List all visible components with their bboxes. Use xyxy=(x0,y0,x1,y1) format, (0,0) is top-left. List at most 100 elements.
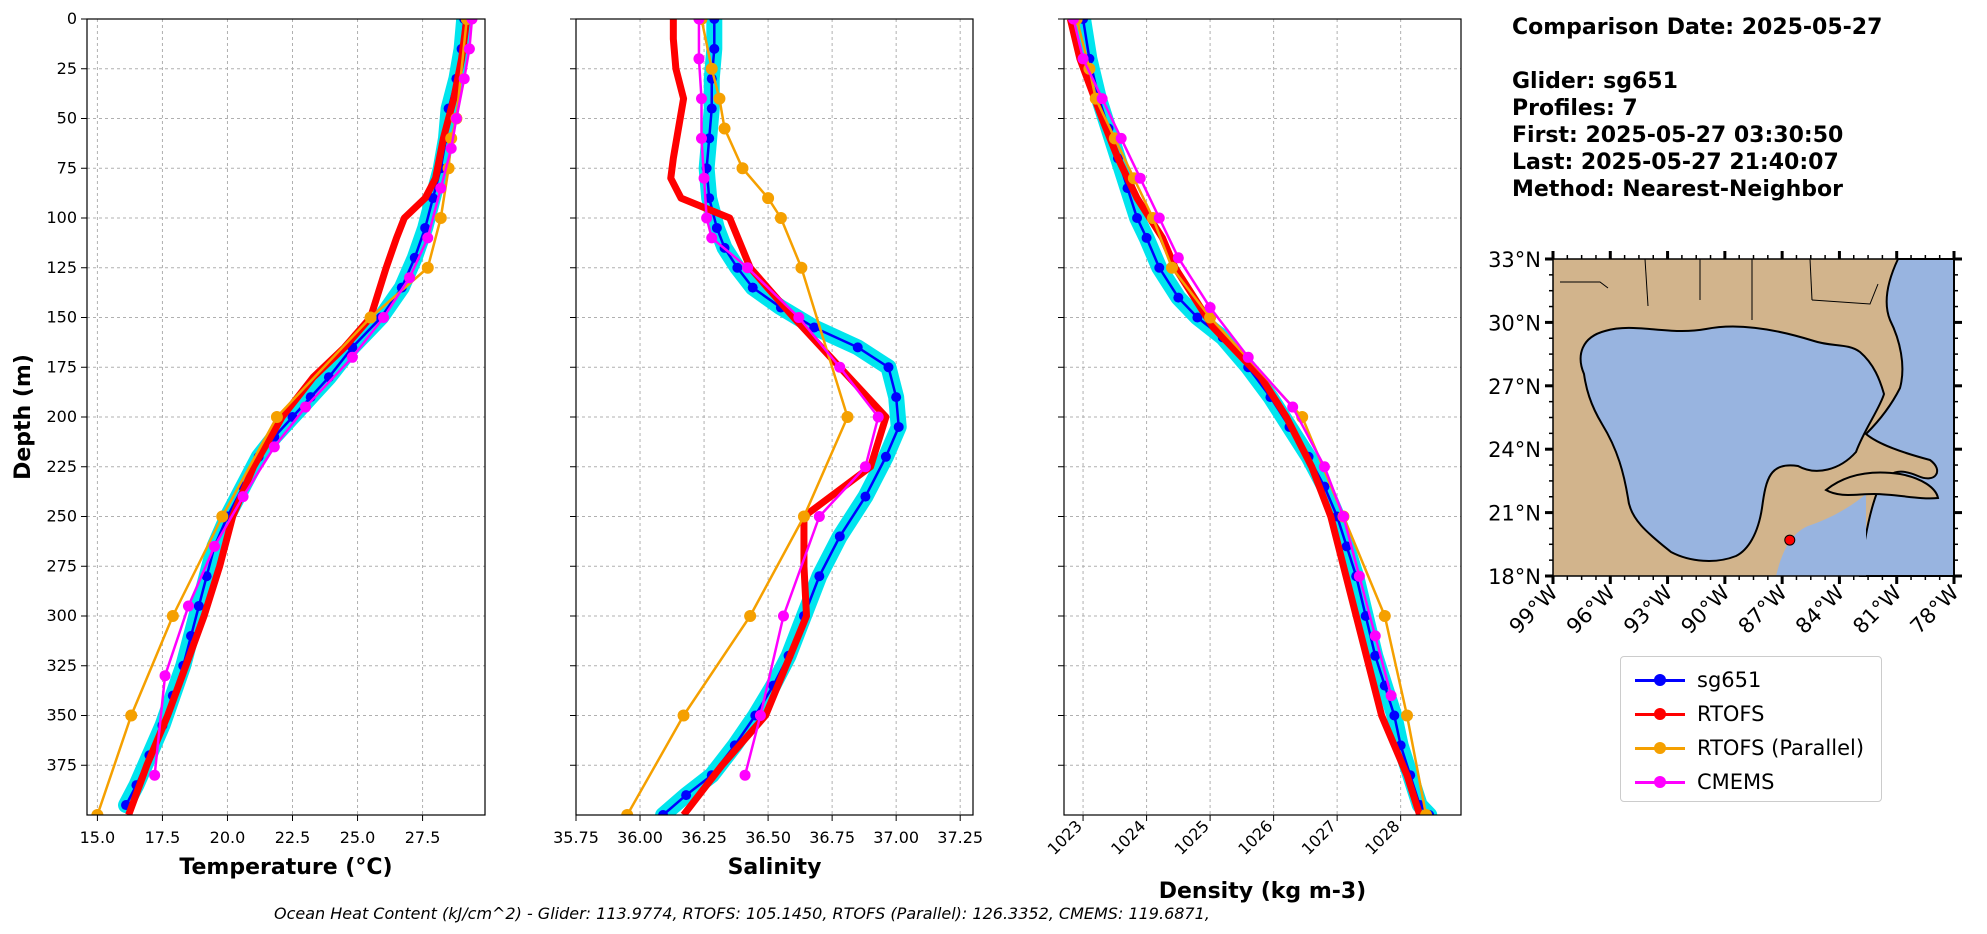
ocean-heat-content-footer: Ocean Heat Content (kJ/cm^2) - Glider: 1… xyxy=(274,904,1210,923)
data-point-rtofs-parallel xyxy=(774,212,787,224)
data-point-rtofs-parallel xyxy=(795,261,808,274)
state-border xyxy=(1560,281,1609,289)
lat-tick-label: 18°N xyxy=(1488,565,1541,589)
lon-tick-label: 93°W xyxy=(1619,580,1677,638)
data-point-rtofs-parallel xyxy=(1204,311,1217,324)
data-point-sg651 xyxy=(658,810,669,815)
data-point-cmems xyxy=(1287,401,1299,413)
x-tick-label: 1027 xyxy=(1298,816,1340,858)
data-point-cmems xyxy=(742,262,754,274)
y-axis-label: Depth (m) xyxy=(11,354,36,480)
data-point-sg651 xyxy=(747,282,758,293)
y-tick-label: 75 xyxy=(57,158,77,177)
legend-label: sg651 xyxy=(1697,668,1762,692)
data-point-sg651 xyxy=(1192,312,1203,323)
y-tick-label: 275 xyxy=(46,556,77,575)
info-profiles: Profiles: 7 xyxy=(1512,96,1638,121)
x-tick-label: 1024 xyxy=(1107,816,1149,858)
y-tick-label: 125 xyxy=(46,258,77,277)
caribbean-water xyxy=(1776,494,1866,576)
data-point-sg651 xyxy=(891,392,902,403)
data-point-cmems xyxy=(813,511,825,522)
data-point-rtofs-parallel xyxy=(762,192,775,205)
data-point-rtofs-parallel xyxy=(125,709,138,722)
x-tick-label: 36.75 xyxy=(809,828,855,847)
data-point-cmems xyxy=(696,93,708,105)
data-point-cmems xyxy=(793,312,805,323)
lon-tick-label: 96°W xyxy=(1562,580,1620,638)
series-line-cmems xyxy=(697,19,880,776)
data-point-cmems xyxy=(1115,132,1127,144)
data-point-sg651 xyxy=(893,421,904,432)
data-point-cmems xyxy=(268,441,280,453)
data-point-cmems xyxy=(1077,53,1089,65)
legend-label: CMEMS xyxy=(1697,770,1775,794)
data-point-cmems xyxy=(237,491,249,503)
y-tick-label: 200 xyxy=(46,407,77,426)
data-point-cmems xyxy=(346,351,358,363)
salinity-panel: 35.75 36.00 36.25 36.50 36.75 37.00 37.25 Salin… xyxy=(553,18,983,880)
x-tick-label: 36.00 xyxy=(617,828,663,847)
data-point-cmems xyxy=(149,769,161,781)
legend-item-rtofs-parallel: RTOFS (Parallel) xyxy=(1635,733,1864,763)
data-point-cmems xyxy=(777,610,789,622)
data-point-rtofs-parallel xyxy=(364,311,377,324)
x-tick-label: 20.0 xyxy=(210,828,246,847)
y-tick-label: 175 xyxy=(46,357,77,376)
data-point-sg651 xyxy=(880,451,891,462)
series-line-cmems xyxy=(153,19,474,776)
legend-item-sg651: sg651 xyxy=(1635,665,1761,695)
x-tick-label: 15.0 xyxy=(80,828,116,847)
y-tick-label: 100 xyxy=(46,208,77,227)
plot-area xyxy=(621,19,907,815)
data-point-rtofs-parallel xyxy=(1378,610,1391,622)
state-border xyxy=(1811,283,1879,305)
data-point-sg651 xyxy=(814,571,825,582)
data-point-sg651 xyxy=(681,790,692,801)
data-point-cmems xyxy=(378,312,390,323)
lat-tick-label: 33°N xyxy=(1488,248,1541,272)
data-point-cmems xyxy=(1204,302,1216,314)
series-line-rtofs xyxy=(125,19,471,815)
data-point-cmems xyxy=(693,53,705,65)
data-point-sg651 xyxy=(709,19,720,24)
x-tick-label: 36.50 xyxy=(745,828,791,847)
lon-tick-label: 87°W xyxy=(1734,580,1792,638)
data-point-sg651 xyxy=(1341,541,1352,552)
data-point-cmems xyxy=(1337,511,1349,522)
lon-tick-label: 78°W xyxy=(1906,580,1964,638)
x-tick-label: 37.25 xyxy=(937,828,983,847)
density-panel: 1023 1024 1025 1026 1027 1028 Density (kg m-3) xyxy=(1044,18,1462,904)
data-point-sg651 xyxy=(1132,213,1143,223)
info-date: Comparison Date: 2025-05-27 xyxy=(1512,15,1883,40)
data-point-cmems xyxy=(1385,690,1397,702)
data-point-rtofs-parallel xyxy=(718,122,731,135)
y-tick-label: 300 xyxy=(46,606,77,625)
comparison-info: Comparison Date: 2025-05-27 Glider: sg65… xyxy=(1512,14,1882,203)
state-border xyxy=(1809,258,1813,301)
data-point-cmems xyxy=(463,43,475,55)
info-last: Last: 2025-05-27 21:40:07 xyxy=(1512,150,1839,175)
data-point-cmems xyxy=(1318,461,1330,473)
data-point-cmems xyxy=(182,600,194,612)
legend-swatch xyxy=(1635,741,1685,754)
data-point-rtofs-parallel xyxy=(744,610,757,622)
data-point-cmems xyxy=(739,769,751,781)
data-point-rtofs-parallel xyxy=(1401,709,1414,722)
legend-label: RTOFS xyxy=(1697,702,1765,726)
x-axis-label: Temperature (°C) xyxy=(179,855,392,880)
data-point-rtofs-parallel xyxy=(434,212,447,224)
x-tick-label: 1026 xyxy=(1234,816,1276,858)
data-point-cmems xyxy=(696,132,708,144)
state-border xyxy=(1644,258,1649,307)
gulf-of-mexico-map: 33°N 30°N 27°N 24°N 21°N 18°N99°W 96°W 93°W 90°W… xyxy=(1488,248,1964,639)
data-point-cmems xyxy=(859,461,871,473)
data-point-sg651 xyxy=(706,103,717,114)
data-point-cmems xyxy=(435,182,447,194)
data-point-sg651 xyxy=(1389,710,1400,721)
info-first: First: 2025-05-27 03:30:50 xyxy=(1512,123,1844,148)
plot-area xyxy=(91,19,478,815)
data-point-rtofs-parallel xyxy=(1165,261,1178,274)
lat-tick-label: 27°N xyxy=(1488,375,1541,399)
